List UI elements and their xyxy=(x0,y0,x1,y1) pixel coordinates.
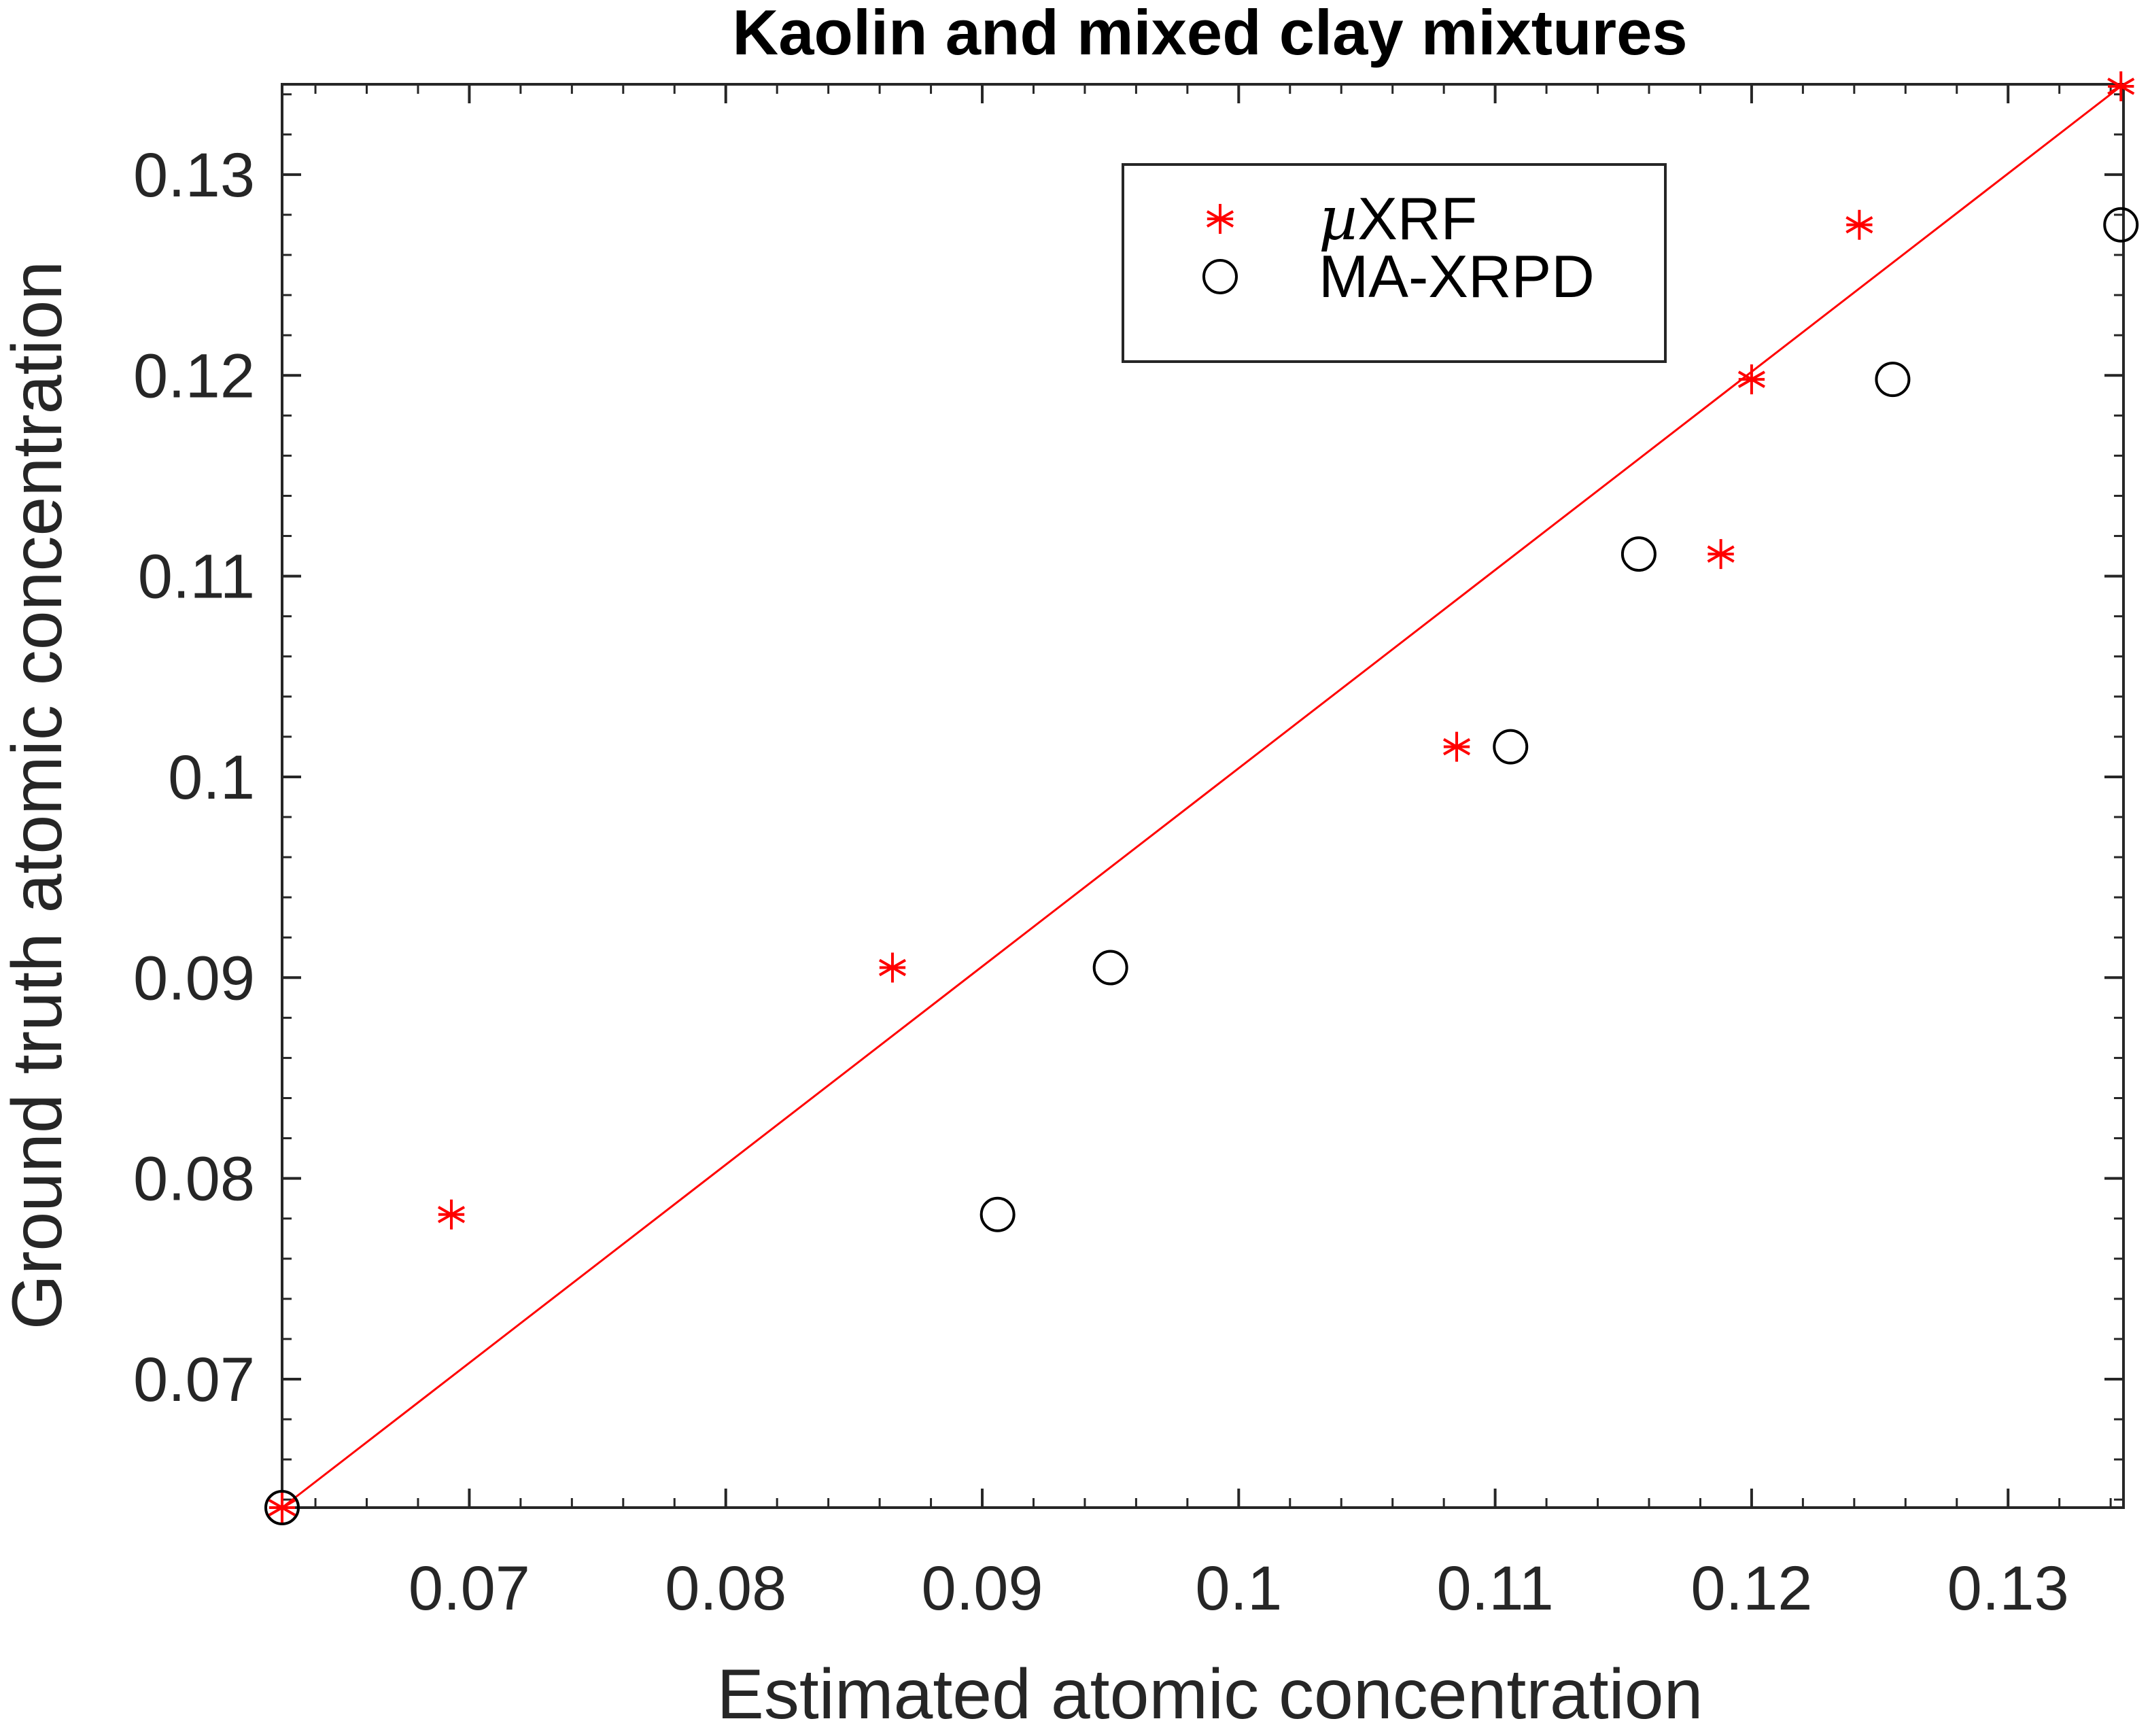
uxrf-point xyxy=(1707,539,1735,570)
legend-marker-ma-xrpd xyxy=(1202,259,1238,294)
y-tick-label: 0.11 xyxy=(138,542,255,612)
x-tick-label: 0.11 xyxy=(1437,1554,1554,1623)
legend-label-uxrf: µXRF xyxy=(1319,184,1477,254)
chart-title: Kaolin and mixed clay mixtures xyxy=(732,0,1687,68)
y-axis-title: Ground truth atomic concentration xyxy=(0,261,77,1330)
x-tick-label: 0.07 xyxy=(409,1554,530,1623)
legend-label-uxrf-prefix: µ xyxy=(1319,184,1357,254)
uxrf-point xyxy=(2107,71,2135,101)
ma-xrpd-point xyxy=(1620,536,1657,572)
ma-xrpd-point xyxy=(1493,729,1529,765)
y-tick-label: 0.13 xyxy=(133,141,255,210)
y-tick-label: 0.07 xyxy=(133,1345,255,1414)
legend: µXRF MA-XRPD xyxy=(1122,163,1667,363)
identity-line xyxy=(281,85,2122,1509)
uxrf-point xyxy=(437,1199,466,1230)
x-tick-label: 0.08 xyxy=(665,1554,786,1623)
uxrf-point xyxy=(1845,209,1873,240)
legend-uxrf-symbol xyxy=(1206,204,1234,234)
plot-area: 0.07 0.08 0.09 0.1 0.11 0.12 0.13 0.07 0.08 0.09 0… xyxy=(133,71,2139,1623)
x-tick-label: 0.13 xyxy=(1947,1554,2069,1623)
uxrf-point xyxy=(268,1493,296,1523)
legend-ma-xrpd-symbol xyxy=(1202,259,1238,294)
x-tick-label: 0.09 xyxy=(921,1554,1043,1623)
ma-xrpd-point xyxy=(2103,207,2139,243)
legend-label-ma-xrpd: MA-XRPD xyxy=(1319,243,1595,310)
ma-xrpd-point xyxy=(264,1490,300,1525)
ma-xrpd-point xyxy=(1092,950,1128,986)
y-tick-label: 0.09 xyxy=(133,943,255,1013)
y-tick-label: 0.12 xyxy=(133,341,255,411)
uxrf-point xyxy=(878,952,907,983)
legend-label-uxrf-suffix: XRF xyxy=(1357,185,1477,252)
uxrf-point xyxy=(1737,364,1765,395)
x-tick-label: 0.12 xyxy=(1690,1554,1812,1623)
axes-box xyxy=(281,83,2125,1509)
ma-xrpd-point xyxy=(979,1196,1016,1232)
legend-marker-uxrf xyxy=(1206,204,1234,234)
y-tick-label: 0.08 xyxy=(133,1145,255,1214)
ma-xrpd-point xyxy=(1875,362,1911,398)
uxrf-point xyxy=(1442,731,1471,762)
y-tick-label: 0.1 xyxy=(168,743,255,812)
x-tick-label: 0.1 xyxy=(1195,1554,1282,1623)
x-axis-title: Estimated atomic concentration xyxy=(717,1655,1703,1734)
